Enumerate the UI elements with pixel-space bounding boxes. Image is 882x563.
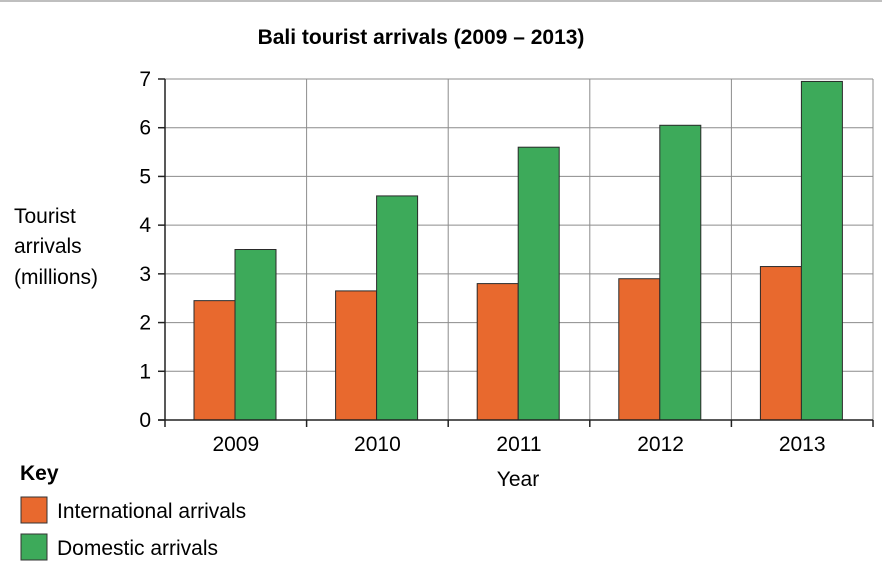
legend-title: Key xyxy=(20,462,59,485)
bar-domestic-2010 xyxy=(376,195,419,421)
bar-international-2013 xyxy=(759,266,802,421)
grid xyxy=(165,78,874,420)
legend-swatch-international xyxy=(20,496,48,524)
axes xyxy=(158,78,874,427)
y-tick-labels: 0 1 2 3 4 5 6 7 xyxy=(139,68,151,432)
y-axis-label-line-1: Tourist xyxy=(14,205,76,228)
x-tick-label: 2012 xyxy=(637,433,684,456)
bar-international-2011 xyxy=(476,283,519,421)
y-tick-label: 1 xyxy=(139,360,151,383)
chart-title: Bali tourist arrivals (2009 – 2013) xyxy=(258,26,585,49)
y-tick-label: 3 xyxy=(139,263,151,286)
x-tick-label: 2010 xyxy=(354,433,401,456)
x-axis-label: Year xyxy=(497,468,539,491)
y-axis-label: Tourist arrivals (millions) xyxy=(14,205,98,289)
legend-label-domestic: Domestic arrivals xyxy=(57,537,218,560)
bar-domestic-2012 xyxy=(659,124,702,421)
y-tick-label: 7 xyxy=(139,68,151,91)
x-tick-label: 2013 xyxy=(779,433,826,456)
bar-international-2010 xyxy=(335,290,378,421)
top-border xyxy=(0,0,882,2)
legend-label-international: International arrivals xyxy=(57,500,246,523)
bars xyxy=(193,80,843,421)
x-tick-labels: 2009 2010 2011 2012 2013 xyxy=(212,433,825,456)
legend-swatch-domestic xyxy=(20,533,48,561)
bar-domestic-2013 xyxy=(800,80,843,421)
bar-international-2012 xyxy=(618,278,661,421)
y-tick-label: 5 xyxy=(139,165,151,188)
y-axis-label-line-2: arrivals xyxy=(14,235,82,258)
y-axis-label-line-3: (millions) xyxy=(14,266,98,289)
bar-domestic-2009 xyxy=(234,249,277,421)
x-tick-label: 2011 xyxy=(496,433,541,456)
y-tick-label: 0 xyxy=(139,409,151,432)
bar-domestic-2011 xyxy=(517,146,560,421)
x-tick-label: 2009 xyxy=(212,433,259,456)
legend: Key International arrivals Domestic arri… xyxy=(20,462,246,561)
bar-international-2009 xyxy=(193,300,236,421)
y-tick-label: 6 xyxy=(139,117,151,140)
y-tick-label: 4 xyxy=(139,214,151,237)
y-tick-label: 2 xyxy=(139,312,151,335)
